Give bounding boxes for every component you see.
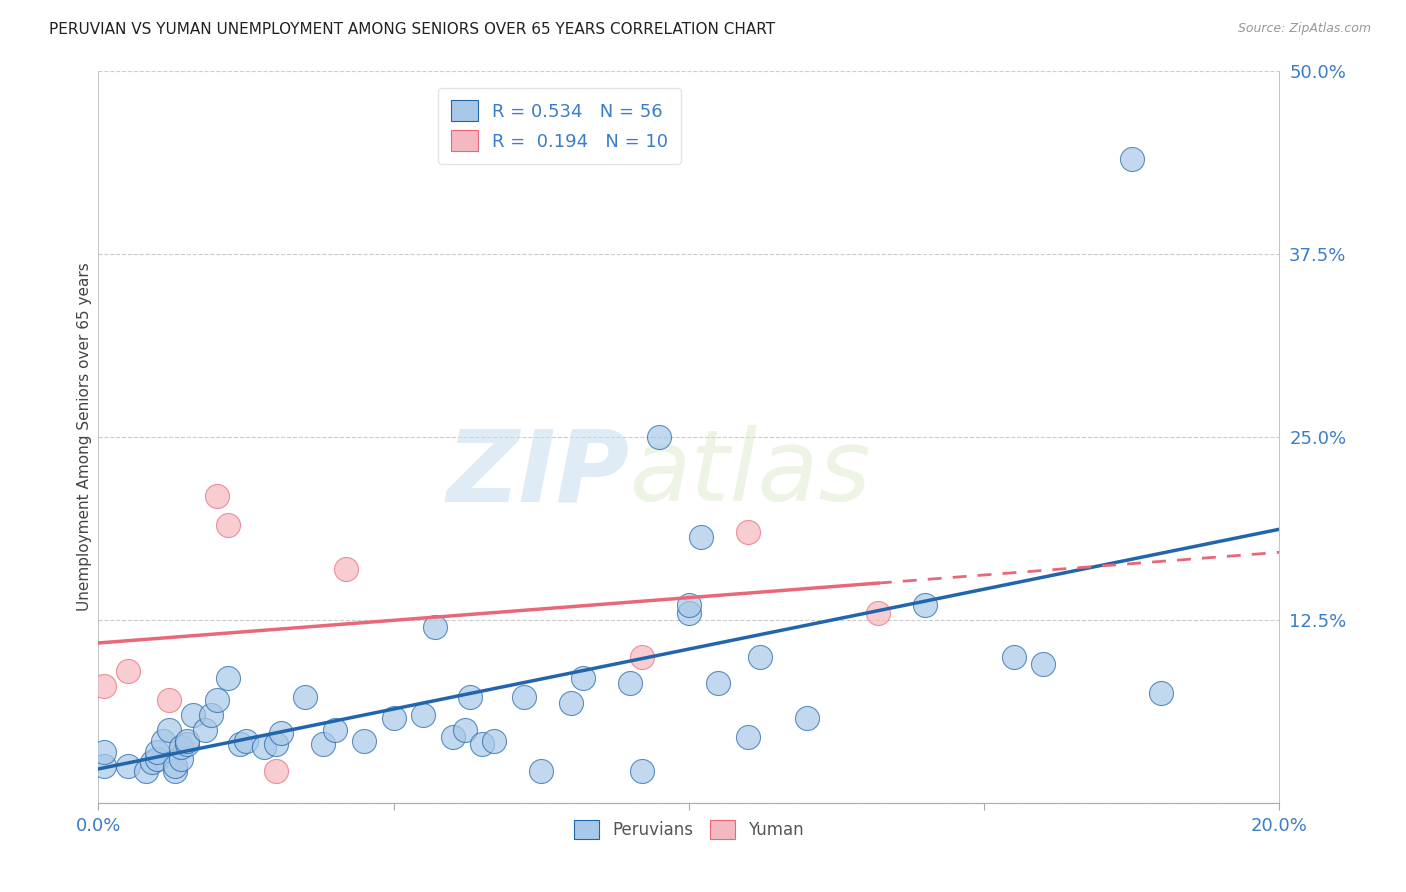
Point [748,649,770,664]
Point [93,759,115,773]
Point [200,708,222,723]
Point [460,690,482,705]
Point [796,711,818,725]
Point [217,672,239,686]
Point [117,664,139,678]
Text: atlas: atlas [630,425,872,522]
Point [205,489,228,503]
Point [93,679,115,693]
Text: ZIP: ZIP [447,425,630,522]
Point [264,764,287,778]
Point [194,723,217,737]
Point [205,693,228,707]
Point [453,723,475,737]
Point [217,517,239,532]
Legend: Peruvians, Yuman: Peruvians, Yuman [567,814,811,846]
Point [135,764,157,778]
Point [471,737,494,751]
Point [512,690,534,705]
Point [235,734,257,748]
Point [648,430,671,444]
Text: PERUVIAN VS YUMAN UNEMPLOYMENT AMONG SENIORS OVER 65 YEARS CORRELATION CHART: PERUVIAN VS YUMAN UNEMPLOYMENT AMONG SEN… [49,22,775,37]
Point [382,711,405,725]
Point [1150,686,1173,700]
Point [353,734,375,748]
Point [264,737,287,751]
Point [1002,649,1025,664]
Point [571,672,593,686]
Point [630,649,652,664]
Point [270,725,292,739]
Point [914,599,936,613]
Point [619,676,641,690]
Point [146,745,169,759]
Point [530,764,553,778]
Point [1121,152,1143,166]
Point [141,755,163,769]
Point [170,740,193,755]
Text: Source: ZipAtlas.com: Source: ZipAtlas.com [1237,22,1371,36]
Point [412,708,434,723]
Point [170,752,193,766]
Point [176,734,198,748]
Point [737,525,759,540]
Point [294,690,316,705]
Point [146,752,169,766]
Point [312,737,335,751]
Point [678,599,700,613]
Point [866,606,889,620]
Point [707,676,730,690]
Point [165,764,187,778]
Point [323,723,346,737]
Point [157,693,180,707]
Point [335,562,357,576]
Point [117,759,139,773]
Point [1032,657,1054,671]
Y-axis label: Unemployment Among Seniors over 65 years: Unemployment Among Seniors over 65 years [77,263,91,611]
Point [689,530,711,544]
Point [93,745,115,759]
Point [181,708,204,723]
Point [165,759,187,773]
Point [229,737,252,751]
Point [157,723,180,737]
Point [737,730,759,744]
Point [152,734,174,748]
Point [630,764,652,778]
Point [560,696,582,710]
Point [441,730,464,744]
Point [176,737,198,751]
Point [678,606,700,620]
Point [482,734,505,748]
Point [423,620,446,634]
Point [253,740,276,755]
